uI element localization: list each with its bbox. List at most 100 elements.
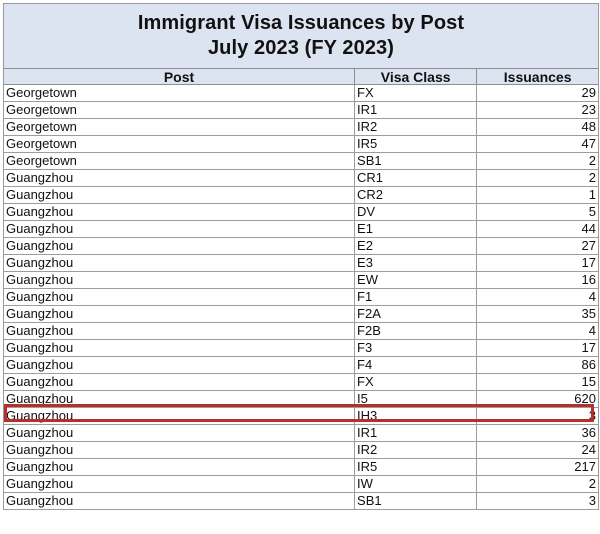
cell-post: Guangzhou <box>4 458 356 476</box>
table-row: Guangzhou EW 16 <box>4 271 598 289</box>
cell-visa-class: IH3 <box>354 407 478 425</box>
cell-post: Guangzhou <box>4 373 356 391</box>
cell-issuances: 36 <box>476 424 598 442</box>
cell-visa-class: I5 <box>354 390 478 408</box>
cell-visa-class: CR1 <box>354 169 478 187</box>
table-row: Guangzhou CR2 1 <box>4 186 598 204</box>
cell-visa-class: FX <box>354 373 478 391</box>
cell-issuances: 1 <box>476 186 598 204</box>
table-row: Guangzhou IH3 3 <box>4 407 598 425</box>
cell-visa-class: CR2 <box>354 186 478 204</box>
cell-post: Guangzhou <box>4 322 356 340</box>
cell-visa-class: F1 <box>354 288 478 306</box>
table-body: Georgetown FX 29 Georgetown IR1 23 Georgetown I… <box>4 84 598 510</box>
cell-visa-class: IR1 <box>354 424 478 442</box>
cell-visa-class: IW <box>354 475 478 493</box>
column-header-issuances: Issuances <box>476 69 598 85</box>
cell-visa-class: F2B <box>354 322 478 340</box>
cell-visa-class: SB1 <box>354 492 478 510</box>
cell-post: Georgetown <box>4 101 356 119</box>
cell-post: Guangzhou <box>4 475 356 493</box>
table-row: Guangzhou E1 44 <box>4 220 598 238</box>
table-row: Guangzhou FX 15 <box>4 373 598 391</box>
cell-issuances: 15 <box>476 373 598 391</box>
cell-visa-class: F4 <box>354 356 478 374</box>
table-row: Guangzhou DV 5 <box>4 203 598 221</box>
cell-issuances: 217 <box>476 458 598 476</box>
cell-issuances: 86 <box>476 356 598 374</box>
cell-post: Guangzhou <box>4 288 356 306</box>
issuance-table: Post Visa Class Issuances Georgetown FX 29… <box>4 69 598 510</box>
cell-post: Guangzhou <box>4 254 356 272</box>
visa-issuance-sheet: Immigrant Visa Issuances by Post July 20… <box>3 3 599 510</box>
cell-issuances: 3 <box>476 407 598 425</box>
table-row: Guangzhou F1 4 <box>4 288 598 306</box>
cell-issuances: 35 <box>476 305 598 323</box>
cell-visa-class: EW <box>354 271 478 289</box>
cell-visa-class: DV <box>354 203 478 221</box>
cell-visa-class: E2 <box>354 237 478 255</box>
cell-visa-class: F2A <box>354 305 478 323</box>
table-row: Guangzhou E3 17 <box>4 254 598 272</box>
cell-visa-class: SB1 <box>354 152 478 170</box>
cell-post: Guangzhou <box>4 356 356 374</box>
cell-issuances: 4 <box>476 322 598 340</box>
table-row: Guangzhou CR1 2 <box>4 169 598 187</box>
cell-post: Georgetown <box>4 152 356 170</box>
table-row: Georgetown IR2 48 <box>4 118 598 136</box>
table-row: Georgetown IR5 47 <box>4 135 598 153</box>
table-row: Guangzhou IR2 24 <box>4 441 598 459</box>
cell-visa-class: E3 <box>354 254 478 272</box>
cell-post: Georgetown <box>4 118 356 136</box>
cell-issuances: 29 <box>476 84 598 102</box>
cell-post: Guangzhou <box>4 339 356 357</box>
cell-issuances: 3 <box>476 492 598 510</box>
table-row: Guangzhou SB1 3 <box>4 492 598 510</box>
cell-issuances: 620 <box>476 390 598 408</box>
cell-issuances: 16 <box>476 271 598 289</box>
cell-issuances: 2 <box>476 152 598 170</box>
cell-post: Guangzhou <box>4 492 356 510</box>
column-header-post: Post <box>4 69 356 85</box>
cell-post: Guangzhou <box>4 441 356 459</box>
cell-visa-class: IR2 <box>354 118 478 136</box>
table-row: Georgetown FX 29 <box>4 84 598 102</box>
cell-post: Georgetown <box>4 135 356 153</box>
cell-issuances: 2 <box>476 169 598 187</box>
table-row: Guangzhou F3 17 <box>4 339 598 357</box>
cell-post: Georgetown <box>4 84 356 102</box>
report-title-block: Immigrant Visa Issuances by Post July 20… <box>4 4 598 69</box>
table-header-row: Post Visa Class Issuances <box>4 69 598 85</box>
cell-visa-class: F3 <box>354 339 478 357</box>
cell-visa-class: IR5 <box>354 135 478 153</box>
cell-post: Guangzhou <box>4 271 356 289</box>
cell-issuances: 27 <box>476 237 598 255</box>
table-row: Guangzhou F4 86 <box>4 356 598 374</box>
cell-issuances: 17 <box>476 339 598 357</box>
cell-issuances: 5 <box>476 203 598 221</box>
table-row: Guangzhou I5 620 <box>4 390 598 408</box>
column-header-visa-class: Visa Class <box>354 69 478 85</box>
cell-visa-class: IR2 <box>354 441 478 459</box>
cell-post: Guangzhou <box>4 169 356 187</box>
cell-post: Guangzhou <box>4 424 356 442</box>
table-row: Guangzhou IR1 36 <box>4 424 598 442</box>
cell-issuances: 17 <box>476 254 598 272</box>
cell-issuances: 47 <box>476 135 598 153</box>
cell-visa-class: E1 <box>354 220 478 238</box>
report-title: Immigrant Visa Issuances by Post <box>137 12 465 34</box>
cell-issuances: 44 <box>476 220 598 238</box>
table-row: Georgetown SB1 2 <box>4 152 598 170</box>
report-period: July 2023 (FY 2023) <box>207 37 395 59</box>
table-row: Guangzhou F2B 4 <box>4 322 598 340</box>
cell-visa-class: FX <box>354 84 478 102</box>
cell-post: Guangzhou <box>4 390 356 408</box>
table-row: Guangzhou F2A 35 <box>4 305 598 323</box>
cell-visa-class: IR5 <box>354 458 478 476</box>
cell-post: Guangzhou <box>4 305 356 323</box>
cell-post: Guangzhou <box>4 186 356 204</box>
table-row: Georgetown IR1 23 <box>4 101 598 119</box>
table-row: Guangzhou IW 2 <box>4 475 598 493</box>
cell-visa-class: IR1 <box>354 101 478 119</box>
cell-issuances: 23 <box>476 101 598 119</box>
